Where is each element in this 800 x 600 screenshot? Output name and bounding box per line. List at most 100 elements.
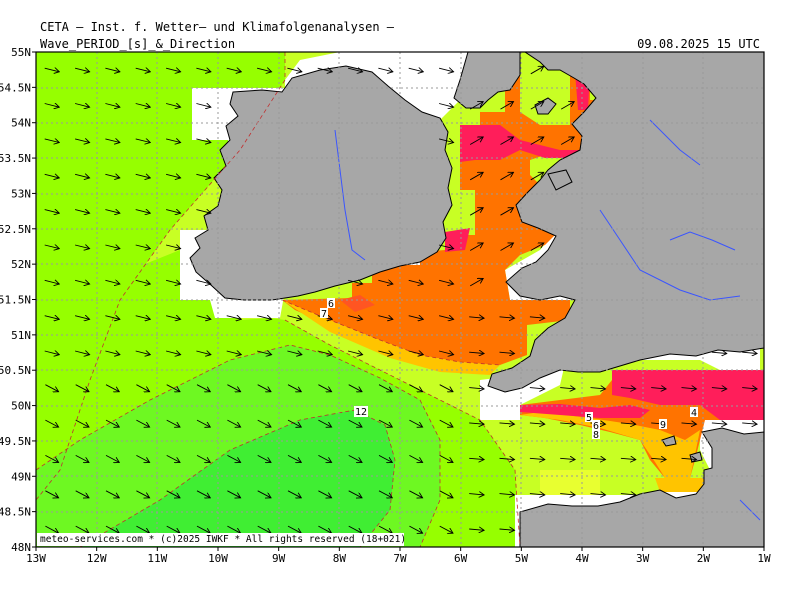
contour-10s-south <box>284 319 521 547</box>
direction-arrow <box>75 419 89 427</box>
direction-arrow <box>45 455 58 462</box>
direction-arrow <box>651 458 666 459</box>
direction-arrow <box>196 68 211 72</box>
direction-arrow <box>287 525 301 533</box>
lat-label: 54.5N <box>0 81 31 94</box>
direction-arrow <box>74 139 90 143</box>
direction-arrow <box>439 455 453 462</box>
direction-arrow <box>136 455 149 462</box>
direction-arrow <box>105 525 119 533</box>
lon-label: 8W <box>333 552 347 565</box>
direction-arrow <box>227 384 240 392</box>
direction-arrow <box>318 455 331 462</box>
direction-arrow <box>408 316 424 320</box>
direction-arrow <box>165 245 181 249</box>
lat-label: 51N <box>11 329 31 342</box>
direction-arrow <box>378 351 393 355</box>
lat-label: 52.5N <box>0 223 31 236</box>
direction-arrow <box>166 384 180 392</box>
direction-arrow <box>44 210 60 214</box>
lon-label: 13W <box>26 552 46 565</box>
direction-arrow <box>500 137 514 145</box>
header-valid-time: 09.08.2025 15 UTC <box>637 37 760 51</box>
direction-arrow <box>44 139 60 143</box>
direction-arrow <box>226 68 242 72</box>
direction-arrow <box>165 351 181 355</box>
direction-arrow <box>287 419 301 427</box>
direction-arrow <box>469 137 483 145</box>
lon-label: 5W <box>515 552 529 565</box>
direction-arrow <box>499 494 515 495</box>
direction-arrow <box>256 351 272 355</box>
land-guernsey <box>661 435 677 447</box>
lon-label: 9W <box>272 552 286 565</box>
direction-arrow <box>227 455 240 462</box>
direction-arrow <box>438 104 454 108</box>
direction-arrow <box>75 525 89 533</box>
direction-arrow <box>287 384 301 392</box>
direction-arrow <box>105 384 119 392</box>
direction-arrow <box>165 316 181 320</box>
direction-arrow <box>408 280 424 284</box>
direction-arrow <box>742 352 757 353</box>
direction-arrow <box>408 68 424 72</box>
graticule <box>36 52 764 547</box>
direction-arrow <box>257 455 271 462</box>
lat-label: 48.5N <box>0 506 31 519</box>
direction-arrow <box>165 104 181 108</box>
contour-label-bg <box>659 419 667 429</box>
sea-field-4s-channel-band <box>520 404 650 418</box>
direction-arrow <box>742 423 757 424</box>
direction-arrow <box>165 174 181 178</box>
lat-label: 53N <box>11 187 31 200</box>
direction-arrow <box>409 384 422 392</box>
contour-label-bg <box>592 429 600 439</box>
direction-arrow <box>620 388 636 389</box>
contour-10s-north <box>36 52 286 501</box>
direction-arrow <box>347 280 363 284</box>
direction-arrow <box>500 172 514 181</box>
direction-arrow <box>529 317 545 318</box>
direction-arrow <box>560 137 574 145</box>
direction-arrow <box>196 490 210 498</box>
direction-arrow <box>560 494 575 495</box>
contour-label-7-celtic: 7 <box>321 309 327 320</box>
direction-arrow <box>620 494 636 495</box>
direction-arrow <box>257 384 271 392</box>
direction-arrow <box>469 494 484 495</box>
direction-arrow <box>469 352 484 353</box>
direction-arrow <box>651 388 666 389</box>
direction-arrow <box>105 174 120 178</box>
header-org-title: CETA — Inst. f. Wetter— und Klimafolgena… <box>40 20 395 34</box>
direction-arrow <box>348 490 362 498</box>
direction-arrow <box>44 316 60 320</box>
direction-arrow <box>105 316 120 320</box>
direction-arrow <box>105 104 120 108</box>
direction-arrow <box>620 458 636 459</box>
direction-arrow <box>44 351 60 355</box>
direction-arrow <box>560 423 575 424</box>
direction-arrow <box>75 490 89 498</box>
river-trent <box>649 119 701 166</box>
direction-arrow <box>318 419 331 427</box>
direction-arrow <box>530 102 544 110</box>
sea-field-7s-brittany <box>655 478 712 492</box>
direction-arrow <box>226 316 242 320</box>
direction-arrow <box>74 351 90 355</box>
direction-arrow <box>135 316 151 320</box>
direction-arrow <box>529 423 545 424</box>
axis-ticks: 55N 54.5N 54N 53.5N 53N 52.5N 52N 51.5N 51N 50.5N… <box>0 46 771 565</box>
river-france <box>739 499 761 521</box>
direction-arrow <box>74 316 90 320</box>
contour-label-bg <box>327 298 335 308</box>
lat-label: 54N <box>11 117 31 130</box>
direction-arrow <box>75 384 89 392</box>
direction-arrow <box>469 278 483 287</box>
footer-credit: meteo-services.com * (c)2025 IWKF * All … <box>40 534 407 545</box>
sea-field-4s-channel <box>612 370 764 420</box>
direction-arrow <box>105 419 119 427</box>
direction-arrow <box>75 455 89 462</box>
direction-arrow <box>226 351 242 355</box>
direction-arrow <box>499 423 515 424</box>
